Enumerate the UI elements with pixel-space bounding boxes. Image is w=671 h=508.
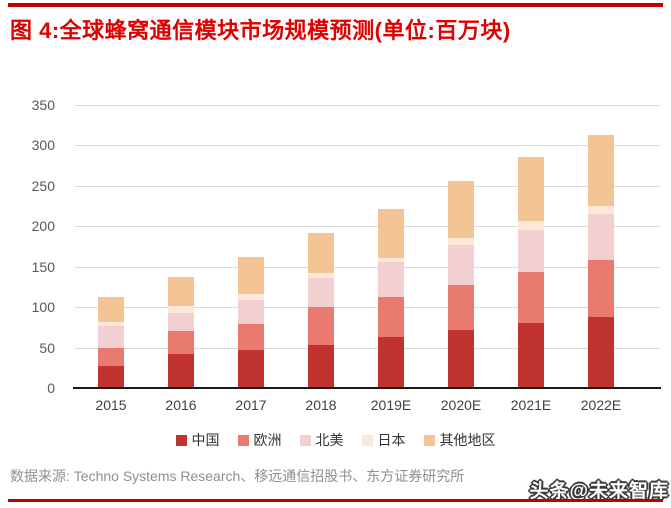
bar-segment bbox=[98, 325, 124, 348]
bar-segment bbox=[378, 337, 404, 388]
gridline bbox=[75, 226, 660, 228]
data-source-text: 数据来源: Techno Systems Research、移远通信招股书、东方… bbox=[10, 468, 465, 484]
legend-swatch-icon bbox=[361, 434, 373, 446]
bar-segment bbox=[448, 181, 474, 239]
bar-segment bbox=[378, 296, 404, 338]
bar-segment bbox=[588, 260, 614, 317]
stacked-bar-2020E bbox=[448, 181, 474, 388]
stacked-bar-chart: 0 50 100 150 200 250 300 350 2015 2016 2017 2018 20… bbox=[0, 97, 671, 505]
x-tick-label: 2019E bbox=[370, 397, 412, 413]
chart-legend: 中国 欧洲 北美 日本 其他地区 bbox=[0, 430, 671, 450]
y-tick-label: 300 bbox=[31, 137, 55, 154]
y-tick-label: 350 bbox=[31, 97, 55, 113]
watermark-text: 头条@未来智库 bbox=[529, 481, 669, 502]
y-tick-label: 200 bbox=[31, 218, 55, 235]
x-tick-label: 2017 bbox=[235, 397, 267, 413]
legend-item: 其他地区 bbox=[423, 430, 496, 450]
legend-item: 日本 bbox=[361, 430, 406, 450]
y-tick-label: 150 bbox=[31, 258, 55, 275]
bar-segment bbox=[308, 345, 334, 388]
bar-segment bbox=[308, 307, 334, 346]
y-tick-label: 0 bbox=[47, 380, 55, 396]
bar-segment bbox=[448, 329, 474, 388]
stacked-bar-2015 bbox=[98, 296, 124, 388]
bar-segment bbox=[378, 208, 404, 258]
bar-segment bbox=[518, 220, 544, 230]
bar-segment bbox=[98, 366, 124, 388]
stacked-bar-2022E bbox=[588, 134, 614, 388]
y-tick-label: 100 bbox=[31, 299, 55, 316]
bar-segment bbox=[168, 354, 194, 388]
bar-segment bbox=[98, 296, 124, 322]
stacked-bar-2018 bbox=[308, 232, 334, 388]
legend-label: 中国 bbox=[191, 432, 220, 448]
bar-segment bbox=[308, 273, 334, 279]
legend-item: 北美 bbox=[299, 430, 344, 450]
x-axis-labels: 2015 2016 2017 2018 2019E 2020E 2021E 2022E bbox=[76, 397, 636, 413]
x-tick-label: 2020E bbox=[440, 397, 482, 413]
bar-segment bbox=[98, 321, 124, 326]
bar-segment bbox=[168, 306, 194, 313]
bar-segment bbox=[518, 271, 544, 324]
stacked-bar-2021E bbox=[518, 156, 544, 388]
bar-segment bbox=[588, 134, 614, 207]
stacked-bar-2017 bbox=[238, 257, 264, 388]
figure-title: 图 4:全球蜂窝通信模块市场规模预测(单位:百万块) bbox=[10, 18, 511, 43]
bar-segment bbox=[238, 324, 264, 350]
gridline bbox=[75, 347, 660, 349]
bar-segment bbox=[378, 261, 404, 297]
bar-segment bbox=[98, 347, 124, 367]
legend-item: 中国 bbox=[175, 430, 220, 450]
legend-label: 欧洲 bbox=[253, 432, 282, 448]
gridline bbox=[75, 185, 660, 187]
bar-segment bbox=[168, 277, 194, 307]
legend-label: 北美 bbox=[315, 432, 344, 448]
top-rule bbox=[8, 3, 663, 7]
legend-label: 日本 bbox=[377, 432, 406, 448]
gridline bbox=[75, 145, 660, 147]
bar-segment bbox=[448, 284, 474, 330]
legend-swatch-icon bbox=[175, 434, 187, 446]
legend-swatch-icon bbox=[423, 434, 435, 446]
legend-item: 欧洲 bbox=[237, 430, 282, 450]
x-tick-label: 2018 bbox=[305, 397, 337, 413]
y-tick-label: 50 bbox=[39, 339, 55, 356]
plot-gridlines bbox=[75, 105, 660, 388]
bar-segment bbox=[448, 238, 474, 245]
bar-segment bbox=[588, 214, 614, 261]
bar-segment bbox=[448, 244, 474, 285]
gridline bbox=[75, 105, 660, 106]
bar-segment bbox=[238, 350, 264, 388]
x-tick-label: 2022E bbox=[580, 397, 622, 413]
bar-segment bbox=[518, 229, 544, 272]
gridline bbox=[75, 307, 660, 309]
bar-segment bbox=[308, 232, 334, 274]
bottom-rule bbox=[8, 499, 663, 502]
x-tick-label: 2021E bbox=[510, 397, 552, 413]
bar-segment bbox=[238, 299, 264, 325]
bar-segment bbox=[518, 156, 544, 221]
stacked-bar-2016 bbox=[168, 277, 194, 388]
legend-swatch-icon bbox=[299, 434, 311, 446]
legend-label: 其他地区 bbox=[439, 432, 496, 448]
bar-segment bbox=[238, 294, 264, 300]
y-axis-labels: 0 50 100 150 200 250 300 350 bbox=[0, 97, 65, 396]
bar-segment bbox=[518, 323, 544, 388]
bar-segment bbox=[168, 331, 194, 355]
bars-container bbox=[76, 105, 636, 388]
bar-segment bbox=[378, 257, 404, 262]
legend-swatch-icon bbox=[237, 434, 249, 446]
x-axis-line bbox=[73, 387, 661, 389]
x-tick-label: 2016 bbox=[165, 397, 197, 413]
bar-segment bbox=[238, 257, 264, 295]
x-tick-label: 2015 bbox=[95, 397, 127, 413]
stacked-bar-2019E bbox=[378, 208, 404, 388]
bar-segment bbox=[168, 312, 194, 332]
bar-segment bbox=[308, 278, 334, 308]
bar-segment bbox=[588, 316, 614, 388]
bar-segment bbox=[588, 206, 614, 215]
gridline bbox=[75, 266, 660, 268]
y-tick-label: 250 bbox=[31, 177, 55, 194]
